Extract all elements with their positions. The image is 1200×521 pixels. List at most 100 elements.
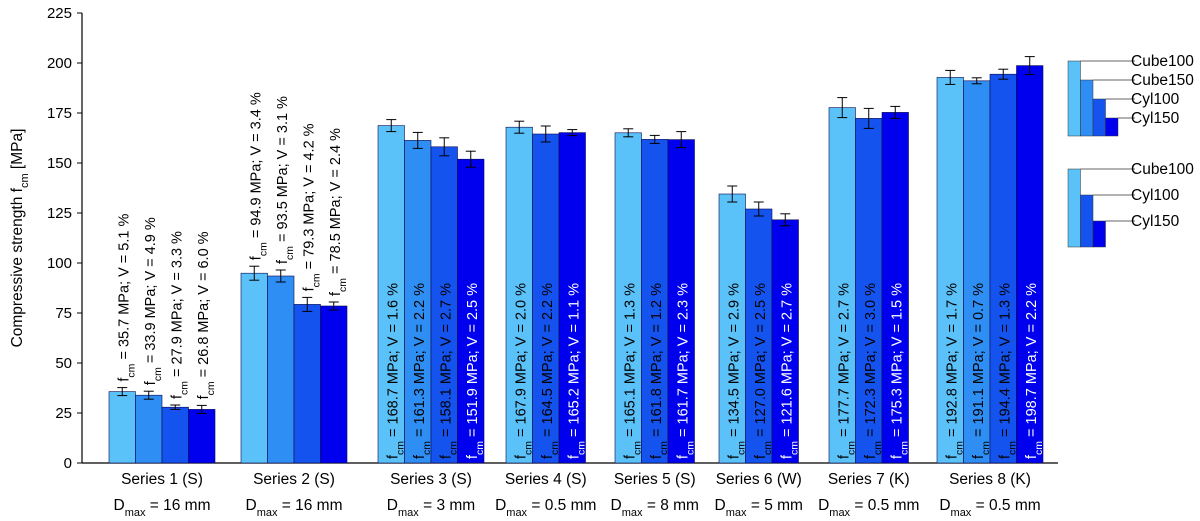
data-label: fcm = 134.5 MPa; V = 2.9 % — [726, 283, 747, 459]
data-label: fcm = 165.2 MPa; V = 1.1 % — [566, 283, 587, 459]
legend-label: Cyl150 — [1131, 110, 1180, 127]
data-label: fcm = 165.1 MPa; V = 1.3 % — [622, 283, 643, 459]
y-tick-label: 75 — [55, 305, 72, 322]
legend-three-specimens: Cube100 Cyl100 Cyl150 — [1067, 161, 1194, 248]
y-tick-label: 150 — [47, 155, 72, 172]
bar — [240, 272, 268, 464]
legend-label: Cyl100 — [1131, 187, 1180, 204]
data-label: fcm = 33.9 MPa; V = 4.9 % — [143, 217, 164, 385]
data-label: fcm = 79.3 MPa; V = 4.2 % — [301, 123, 322, 291]
bar-group: fcm = 165.1 MPa; V = 1.3 % fcm = 161.8 MP… — [614, 128, 696, 464]
bar — [936, 77, 964, 464]
dmax-label: Dmax = 0.5 mm — [495, 497, 596, 519]
data-label: fcm = 35.7 MPa; V = 5.1 % — [116, 214, 137, 382]
bar — [457, 158, 485, 464]
bar — [1016, 65, 1044, 464]
data-label: fcm = 121.6 MPa; V = 2.7 % — [779, 283, 800, 459]
y-tick-label: 0 — [64, 455, 72, 472]
data-label: fcm = 93.5 MPa; V = 3.1 % — [275, 96, 296, 264]
bar — [161, 406, 189, 464]
legend-label: Cyl150 — [1131, 213, 1180, 230]
y-tick-label: 50 — [55, 355, 72, 372]
dmax-label: Dmax = 0.5 mm — [939, 497, 1040, 519]
data-label: fcm = 177.7 MPa; V = 2.7 % — [836, 283, 857, 459]
series-label: Series 4 (S) — [505, 471, 587, 488]
data-label: fcm = 161.8 MPa; V = 1.2 % — [649, 283, 670, 459]
bar-group: fcm = 134.5 MPa; V = 2.9 % fcm = 127.0 MP… — [718, 185, 800, 464]
bar — [293, 304, 321, 464]
legend-swatch — [1092, 98, 1106, 137]
series-label: Series 8 (K) — [949, 471, 1031, 488]
bar — [828, 107, 856, 464]
y-tick-label: 125 — [47, 205, 72, 222]
bar — [771, 219, 799, 464]
bar — [430, 146, 458, 464]
bar — [108, 391, 136, 464]
bar — [718, 193, 746, 464]
legend-label: Cube100 — [1131, 53, 1194, 70]
legend-four-specimens: Cube100 Cube150 Cyl100 Cyl150 — [1067, 53, 1194, 137]
bar — [881, 112, 909, 464]
bar — [989, 73, 1017, 464]
legend-swatch — [1105, 117, 1119, 137]
bar — [267, 275, 295, 464]
dmax-label: Dmax = 0.5 mm — [818, 497, 919, 519]
y-tick-label: 100 — [47, 255, 72, 272]
bar — [558, 132, 586, 464]
y-axis-label: Compressive strength fcm [MPa] — [9, 129, 31, 348]
data-label: fcm = 161.3 MPa; V = 2.2 % — [412, 283, 433, 459]
data-label: fcm = 94.9 MPa; V = 3.4 % — [248, 92, 269, 260]
legend-label: Cyl100 — [1131, 91, 1180, 108]
legend-swatch — [1092, 220, 1106, 248]
dmax-label: Dmax = 8 mm — [611, 497, 699, 519]
bar — [532, 133, 560, 464]
data-label: fcm = 194.4 MPa; V = 1.3 % — [997, 283, 1018, 459]
y-tick-label: 175 — [47, 105, 72, 122]
data-label: fcm = 168.7 MPa; V = 1.6 % — [385, 283, 406, 459]
data-label: fcm = 158.1 MPa; V = 2.7 % — [438, 283, 459, 459]
bar-group: fcm = 168.7 MPa; V = 1.6 % fcm = 161.3 MP… — [377, 119, 486, 464]
bar-group: fcm = 94.9 MPa; V = 3.4 % fcm = 93.5 MPa;… — [240, 92, 349, 464]
bar-group: fcm = 167.9 MPa; V = 2.0 % fcm = 164.5 MP… — [505, 120, 587, 464]
legend-swatch — [1080, 194, 1094, 248]
bar-groups: fcm = 35.7 MPa; V = 5.1 % fcm = 33.9 MPa;… — [108, 56, 1045, 464]
bar — [614, 132, 642, 464]
bar — [135, 394, 163, 464]
data-label: fcm = 192.8 MPa; V = 1.7 % — [944, 283, 965, 459]
series-label: Series 2 (S) — [253, 471, 335, 488]
data-label: fcm = 161.7 MPa; V = 2.3 % — [675, 283, 696, 459]
data-label: fcm = 27.9 MPa; V = 3.3 % — [169, 231, 190, 399]
legend-swatch — [1080, 79, 1094, 137]
legend-label: Cube100 — [1131, 161, 1194, 178]
data-label: fcm = 26.8 MPa; V = 6.0 % — [196, 231, 217, 399]
bar — [188, 409, 216, 464]
bar-group: fcm = 35.7 MPa; V = 5.1 % fcm = 33.9 MPa;… — [108, 214, 217, 464]
data-label: fcm = 198.7 MPa; V = 2.2 % — [1024, 283, 1045, 459]
data-label: fcm = 172.3 MPa; V = 3.0 % — [863, 283, 884, 459]
data-label: fcm = 167.9 MPa; V = 2.0 % — [513, 283, 534, 459]
legend-label: Cube150 — [1131, 72, 1194, 89]
data-label: fcm = 164.5 MPa; V = 2.2 % — [540, 283, 561, 459]
data-label: fcm = 175.3 MPa; V = 1.5 % — [889, 283, 910, 459]
legend: Cube100Cube150Cyl100Cyl150Cube100Cyl100C… — [1067, 53, 1194, 248]
series-label: Series 1 (S) — [121, 471, 203, 488]
series-label: Series 3 (S) — [390, 471, 472, 488]
series-label: Series 7 (K) — [828, 471, 910, 488]
bar-group: fcm = 177.7 MPa; V = 2.7 % fcm = 172.3 MP… — [828, 97, 910, 464]
series-label: Series 6 (W) — [716, 471, 802, 488]
x-axis-labels: Series 1 (S) Dmax = 16 mm Series 2 (S) Dmax… — [113, 471, 1040, 519]
dmax-label: Dmax = 3 mm — [387, 497, 475, 519]
data-label: fcm = 191.1 MPa; V = 0.7 % — [971, 283, 992, 459]
bar — [505, 126, 533, 464]
y-tick-label: 25 — [55, 405, 72, 422]
bar — [745, 208, 773, 464]
data-label: fcm = 151.9 MPa; V = 2.5 % — [465, 283, 486, 459]
data-label: fcm = 78.5 MPa; V = 2.4 % — [328, 128, 349, 296]
y-tick-label: 225 — [47, 5, 72, 22]
legend-swatch — [1067, 168, 1081, 248]
bar-group: fcm = 192.8 MPa; V = 1.7 % fcm = 191.1 MP… — [936, 56, 1045, 464]
y-tick-label: 200 — [47, 55, 72, 72]
data-label: fcm = 127.0 MPa; V = 2.5 % — [753, 283, 774, 459]
dmax-label: Dmax = 16 mm — [245, 497, 342, 519]
